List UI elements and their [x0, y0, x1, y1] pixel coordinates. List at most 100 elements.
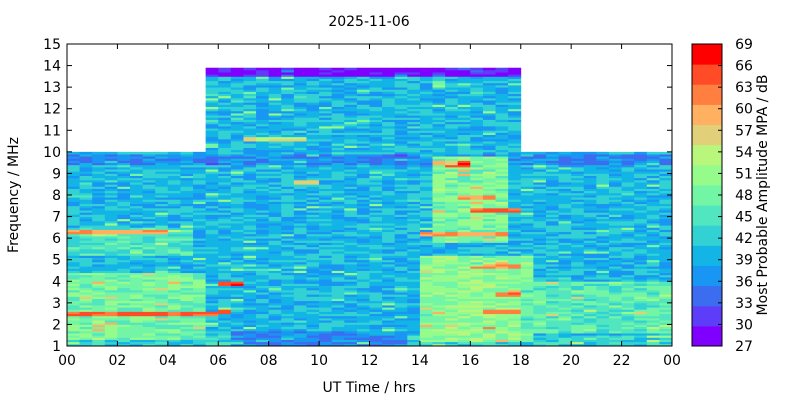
heatmap-cell	[155, 289, 169, 293]
heatmap-cell	[571, 294, 585, 297]
heatmap-cell	[545, 287, 559, 291]
heatmap-cell	[482, 283, 496, 286]
heatmap-cell	[104, 195, 118, 198]
heatmap-cell	[457, 261, 471, 265]
heatmap-cell	[558, 162, 572, 166]
heatmap-cell	[256, 257, 270, 261]
heatmap-cell	[382, 125, 396, 129]
heatmap-cell	[419, 141, 433, 144]
heatmap-cell	[130, 257, 144, 261]
heatmap-cell	[407, 162, 421, 166]
heatmap-cell	[470, 220, 484, 224]
heatmap-cell	[583, 210, 597, 213]
heatmap-cell	[104, 244, 118, 248]
heatmap-cell	[495, 229, 509, 233]
heatmap-cell	[369, 320, 383, 323]
heatmap-cell	[230, 72, 244, 75]
heatmap-cell	[508, 158, 522, 161]
heatmap-cell	[457, 317, 471, 321]
heatmap-cell	[583, 326, 597, 330]
heatmap-cell	[167, 313, 181, 317]
heatmap-cell	[306, 84, 320, 88]
heatmap-cell	[382, 216, 396, 220]
heatmap-cell	[268, 212, 282, 215]
heatmap-cell	[445, 67, 459, 71]
heatmap-cell	[306, 229, 320, 233]
heatmap-cell	[130, 305, 144, 308]
heatmap-cell	[558, 287, 572, 291]
heatmap-cell	[608, 328, 622, 332]
heatmap-cell	[356, 186, 370, 189]
heatmap-cell	[344, 276, 358, 280]
heatmap-cell	[407, 188, 421, 192]
heatmap-cell	[457, 210, 471, 213]
heatmap-cell	[180, 298, 194, 302]
heatmap-cell	[545, 218, 559, 222]
heatmap-cell	[344, 72, 358, 75]
heatmap-cell	[130, 330, 144, 334]
heatmap-cell	[608, 192, 622, 196]
heatmap-cell	[470, 307, 484, 310]
heatmap-cell	[268, 121, 282, 125]
heatmap-cell	[218, 160, 232, 164]
heatmap-cell	[382, 115, 396, 118]
heatmap-cell	[356, 199, 370, 202]
heatmap-cell	[268, 322, 282, 325]
heatmap-cell	[306, 80, 320, 84]
heatmap-cell	[369, 317, 383, 321]
heatmap-cell	[256, 255, 270, 258]
heatmap-cell	[596, 307, 610, 310]
heatmap-cell	[331, 320, 345, 323]
heatmap-cell	[583, 266, 597, 269]
heatmap-cell	[319, 91, 333, 95]
heatmap-cell	[293, 328, 307, 332]
heatmap-cell	[369, 91, 383, 95]
heatmap-cell	[79, 330, 93, 334]
heatmap-cell	[369, 162, 383, 166]
heatmap-cell	[230, 93, 244, 97]
heatmap-cell	[457, 272, 471, 276]
heatmap-cell	[608, 210, 622, 213]
heatmap-cell	[608, 186, 622, 189]
heatmap-cell	[482, 274, 496, 278]
heatmap-cell	[457, 298, 471, 302]
heatmap-cell	[142, 199, 156, 202]
heatmap-cell	[319, 283, 333, 286]
heatmap-cell	[382, 136, 396, 140]
heatmap-cell	[457, 108, 471, 112]
heatmap-cell	[268, 279, 282, 282]
heatmap-cell	[520, 233, 534, 237]
heatmap-cell	[583, 151, 597, 155]
heatmap-cell	[281, 244, 295, 248]
heatmap-cell	[155, 253, 169, 256]
heatmap-cell	[205, 229, 219, 233]
heatmap-cell	[193, 287, 207, 291]
heatmap-cell	[243, 240, 257, 243]
heatmap-cell	[256, 268, 270, 271]
heatmap-cell	[382, 192, 396, 196]
heatmap-cell	[256, 240, 270, 243]
heatmap-cell	[104, 343, 118, 347]
heatmap-cell	[482, 268, 496, 271]
heatmap-cell	[205, 72, 219, 75]
heatmap-cell	[331, 72, 345, 75]
heatmap-cell	[394, 231, 408, 235]
heatmap-cell	[407, 78, 421, 82]
heatmap-cell	[92, 154, 106, 157]
heatmap-cell	[92, 195, 106, 198]
heatmap-cell	[319, 186, 333, 189]
heatmap-cell	[457, 337, 471, 340]
heatmap-cell	[92, 216, 106, 220]
heatmap-cell	[495, 244, 509, 248]
heatmap-cell	[520, 171, 534, 174]
heatmap-cell	[104, 186, 118, 189]
heatmap-cell	[293, 335, 307, 338]
heatmap-cell	[533, 305, 547, 308]
heatmap-cell	[79, 166, 93, 170]
heatmap-cell	[344, 158, 358, 161]
heatmap-cell	[268, 132, 282, 135]
heatmap-cell	[419, 270, 433, 274]
heatmap-cell	[155, 207, 169, 211]
heatmap-cell	[407, 279, 421, 282]
heatmap-cell	[92, 330, 106, 334]
